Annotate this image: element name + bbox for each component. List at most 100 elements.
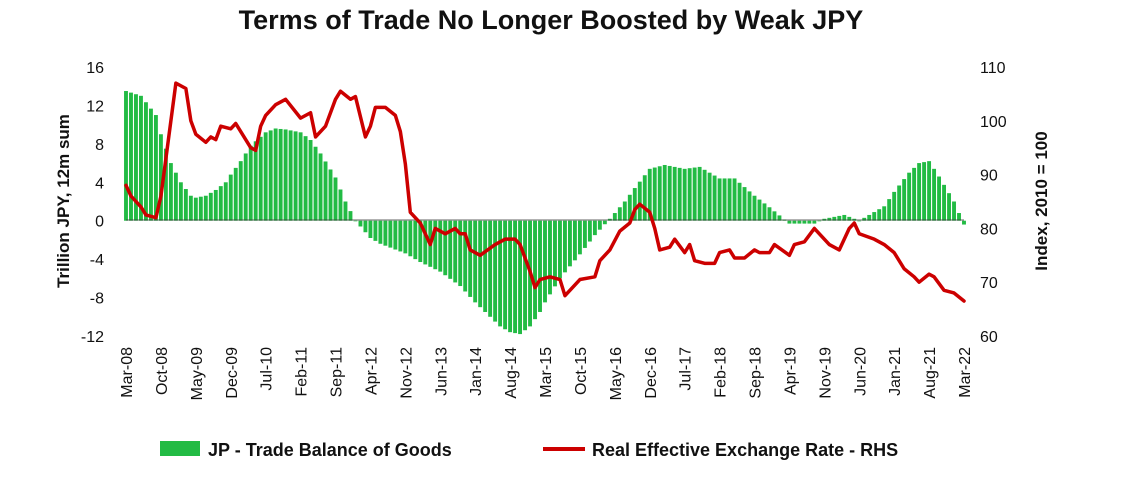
trade-balance-bar (388, 220, 393, 248)
right-tick-label: 70 (980, 275, 998, 292)
trade-balance-bar (568, 220, 572, 267)
left-tick-label: -8 (90, 291, 104, 308)
x-tick-label: Dec-09 (224, 347, 241, 399)
trade-balance-bar (817, 220, 822, 222)
trade-balance-bar (323, 161, 328, 221)
trade-balance-bar (682, 168, 687, 221)
trade-balance-bar (862, 217, 867, 221)
trade-balance-bar (258, 136, 263, 221)
x-tick-label: Sep-11 (329, 347, 346, 398)
trade-balance-bar (433, 220, 438, 270)
trade-balance-bar (622, 201, 627, 221)
trade-balance-bar (193, 197, 198, 221)
trade-balance-bar (403, 220, 408, 254)
x-tick-label: Nov-12 (398, 347, 415, 399)
trade-balance-bar (722, 178, 727, 221)
x-tick-label: Mar-15 (538, 347, 555, 398)
trade-balance-bar (308, 140, 313, 221)
x-tick-label: Oct-08 (154, 347, 171, 395)
trade-balance-bar (672, 166, 677, 221)
trade-balance-bar (283, 129, 288, 221)
legend: JP - Trade Balance of Goods Real Effecti… (160, 440, 898, 460)
trade-balance-bar (203, 195, 208, 221)
trade-balance-bar (917, 163, 922, 221)
trade-balance-bar (368, 220, 373, 238)
left-tick-label: 12 (86, 98, 104, 115)
x-tick-label: Sep-18 (748, 347, 765, 399)
trade-balance-bar (303, 136, 308, 221)
trade-balance-bar (752, 195, 757, 221)
left-axis-ticks: 16 12 8 4 0 -4 -8 -12 (81, 60, 104, 346)
x-axis-ticks: Mar-08 Oct-08 May-09 Dec-09 Jul-10 Feb-11 Sep-… (119, 347, 974, 400)
trade-balance-bar (268, 130, 273, 221)
x-tick-label: Jul-10 (259, 347, 276, 391)
right-tick-label: 80 (980, 221, 998, 238)
trade-balance-bar (393, 220, 398, 250)
x-tick-label: Mar-22 (957, 347, 974, 398)
left-tick-label: -12 (81, 329, 104, 346)
trade-balance-bar (333, 177, 338, 221)
trade-balance-bar (213, 189, 218, 221)
trade-balance-bar (478, 220, 483, 308)
trade-balance-bar (563, 220, 567, 273)
trade-balance-bar (867, 214, 872, 221)
trade-balance-bar (443, 220, 448, 276)
trade-balance-bar (448, 220, 453, 279)
trade-balance-bar (208, 192, 213, 221)
trade-balance-bar (892, 191, 897, 221)
trade-balance-bar (847, 216, 852, 221)
trade-balance-bar (627, 194, 632, 221)
trade-balance-bar (468, 220, 473, 297)
trade-balance-bar (907, 172, 912, 221)
trade-balance-bar (637, 181, 642, 221)
trade-balance-bar (712, 175, 717, 221)
trade-balance-bar (582, 220, 587, 248)
trade-balance-bar (413, 220, 418, 260)
trade-balance-bar (787, 220, 792, 224)
trade-balance-bar (298, 132, 303, 221)
trade-balance-bar (218, 186, 223, 221)
trade-balance-bar (732, 178, 737, 221)
x-tick-label: Oct-15 (573, 347, 590, 395)
trade-balance-bar (503, 220, 508, 330)
trade-balance-bar (687, 168, 692, 221)
trade-balance-bar (238, 161, 243, 221)
trade-balance-bar (617, 207, 622, 221)
trade-balance-bar (902, 179, 907, 221)
trade-balance-bar (363, 220, 368, 233)
trade-balance-bar (353, 220, 358, 222)
x-tick-label: Nov-19 (817, 347, 834, 399)
trade-balance-bar (553, 220, 557, 287)
trade-balance-bar (662, 164, 667, 221)
trade-balance-bar (558, 220, 562, 279)
trade-balance-bar (612, 213, 617, 221)
trade-balance-bar (248, 145, 253, 221)
trade-balance-bar (677, 167, 682, 221)
trade-balance-bar (952, 201, 956, 221)
trade-balance-bar (812, 220, 817, 224)
legend-swatch-trade-balance (160, 441, 200, 456)
left-tick-label: 16 (86, 60, 104, 77)
trade-balance-bar (153, 115, 158, 221)
x-tick-label: May-16 (608, 347, 625, 400)
x-tick-label: Jul-17 (678, 347, 695, 391)
x-tick-label: Jun-20 (852, 347, 869, 396)
trade-balance-bar (587, 220, 592, 242)
trade-balance-bar (792, 220, 797, 224)
trade-balance-bar (538, 220, 542, 312)
left-tick-label: 8 (95, 137, 104, 154)
trade-balance-bar (882, 206, 887, 221)
trade-balance-bar (518, 220, 522, 335)
trade-balance-bar (832, 216, 837, 221)
trade-balance-bar (418, 220, 423, 263)
trade-balance-bar (124, 91, 128, 221)
trade-balance-bar (797, 220, 802, 224)
trade-balance-bar (543, 220, 547, 303)
left-tick-label: 4 (95, 175, 104, 192)
trade-balance-bar (962, 220, 966, 225)
trade-balance-bar (149, 108, 153, 221)
x-tick-label: Aug-21 (922, 347, 939, 399)
trade-balance-bar (572, 220, 577, 261)
left-tick-label: -4 (90, 252, 104, 269)
trade-balance-bar (777, 215, 782, 221)
